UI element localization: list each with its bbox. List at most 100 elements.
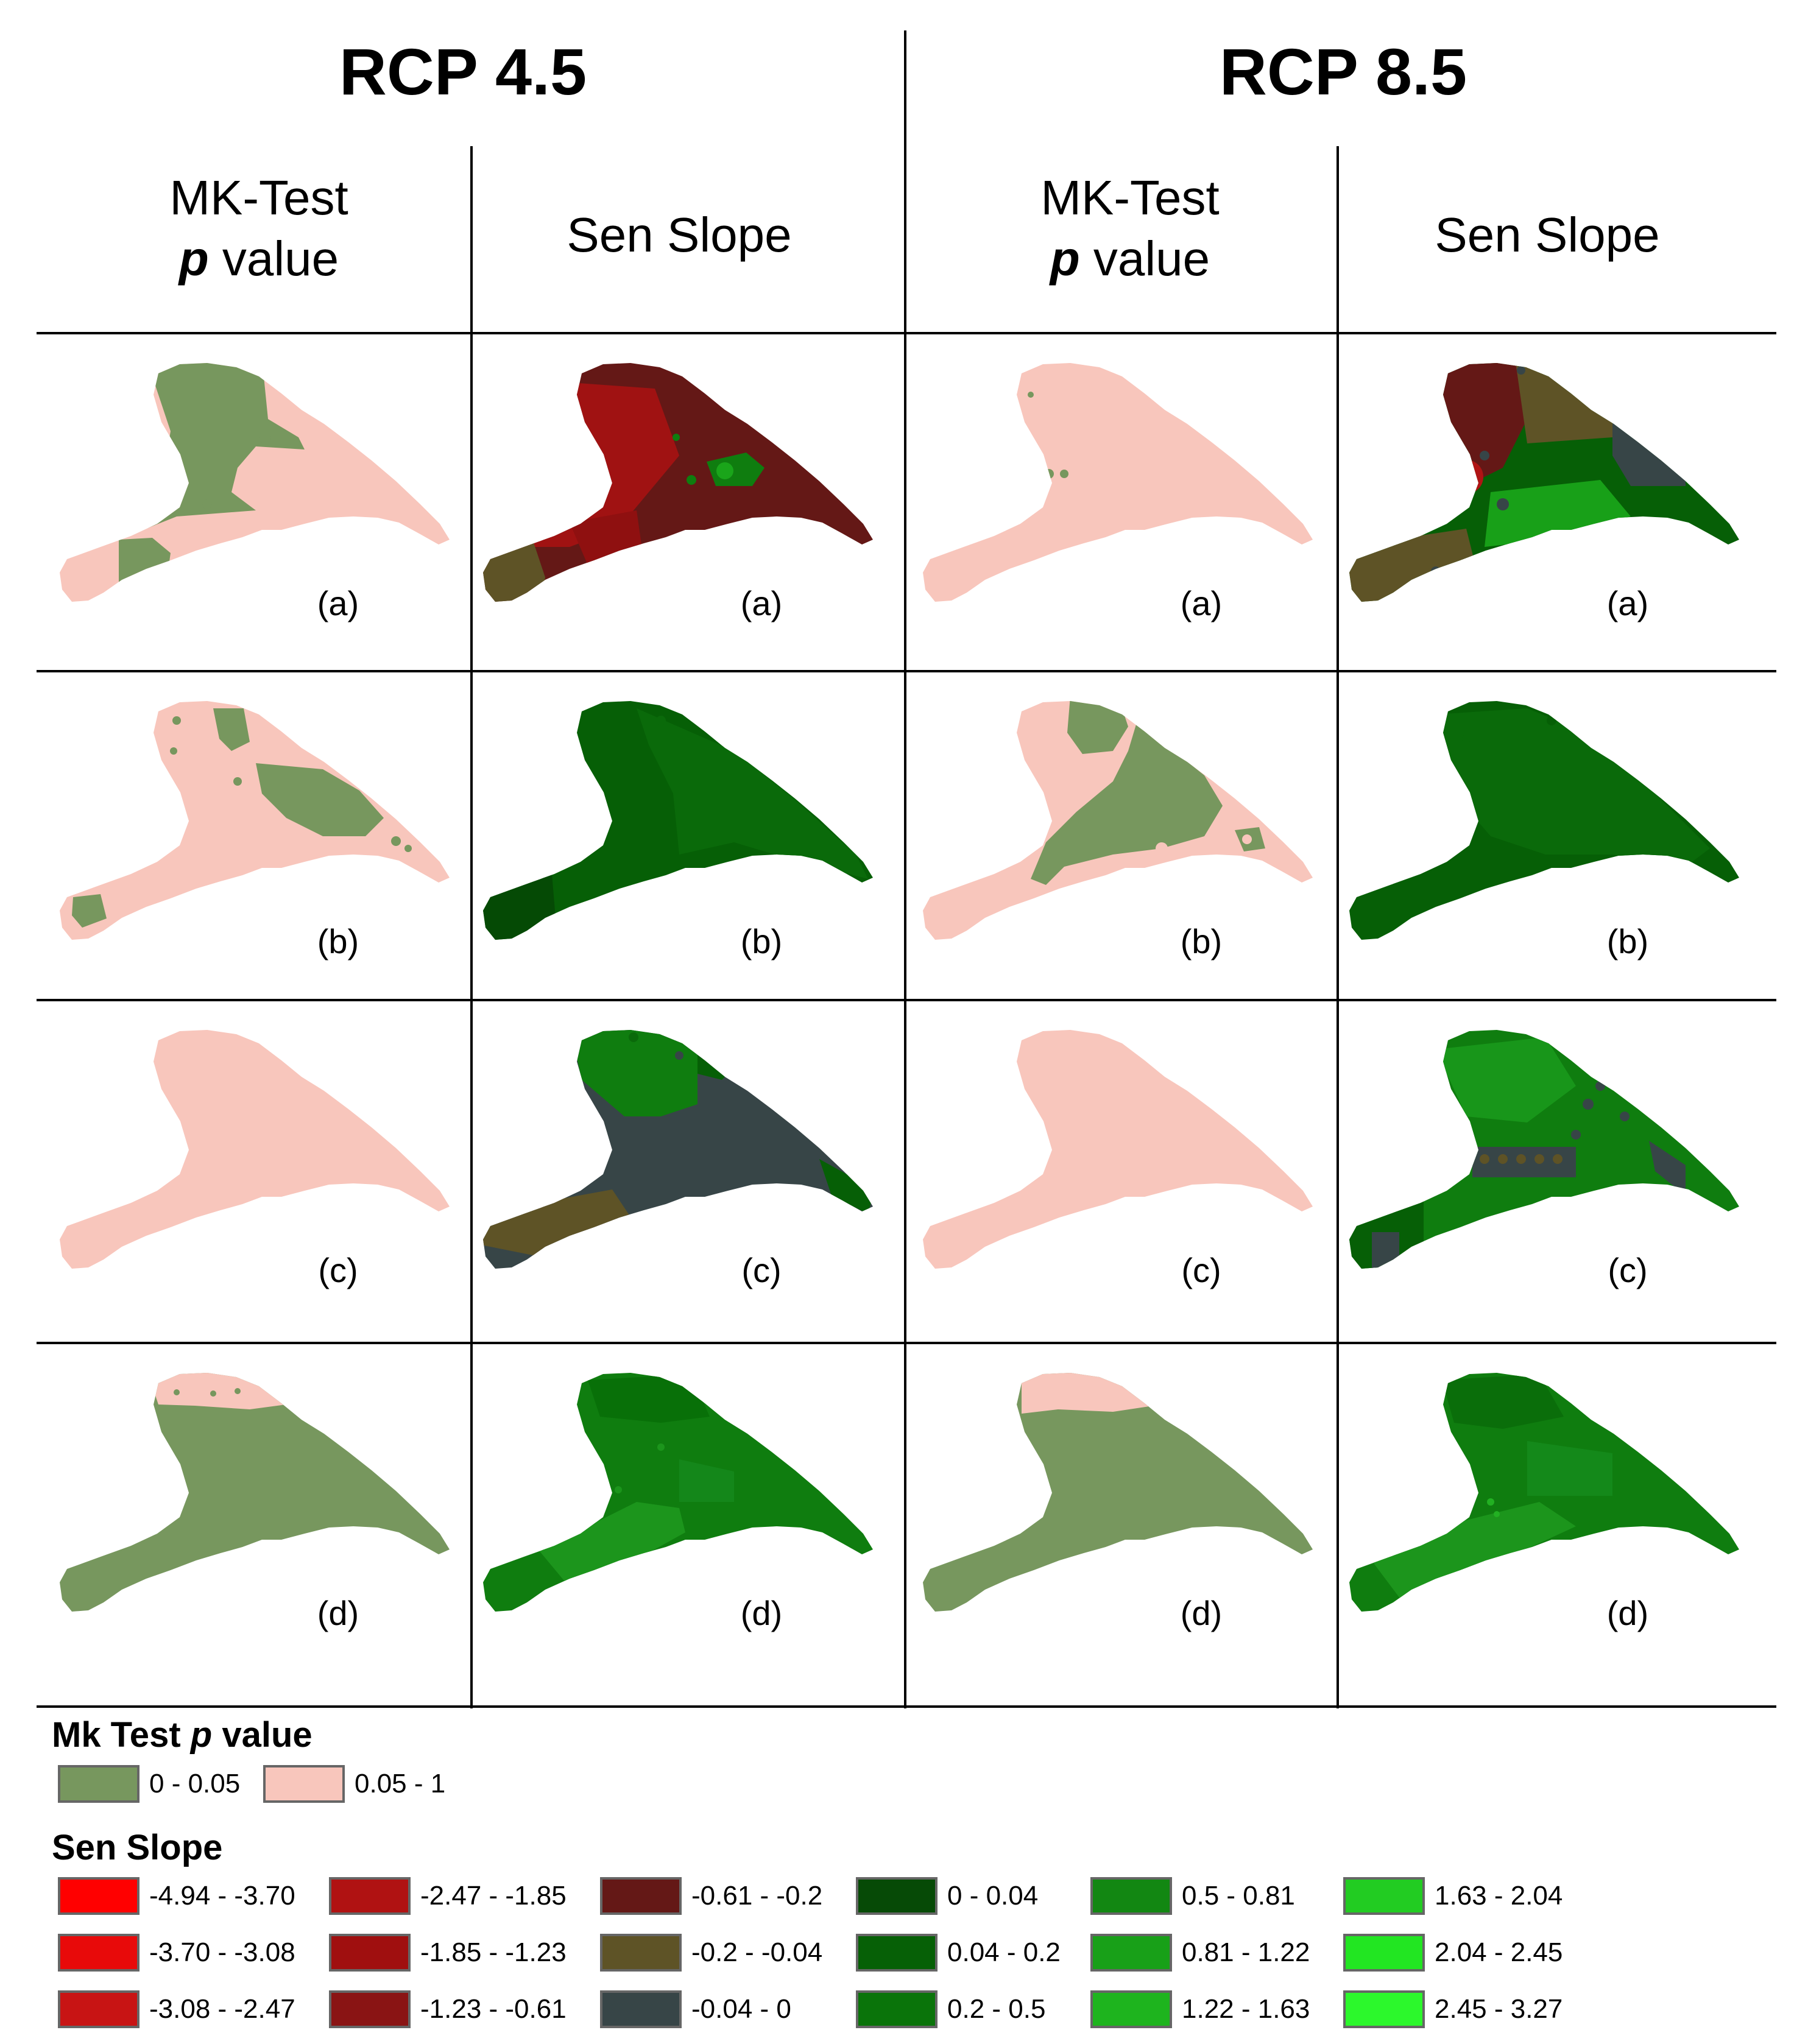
sen-legend-item-swatch <box>1090 1934 1172 1972</box>
mk-legend-item-label: 0 - 0.05 <box>149 1769 241 1799</box>
sen-legend-item-label: -3.70 - -3.08 <box>149 1937 295 1967</box>
panel-label: (a) <box>1180 584 1223 622</box>
basin-map <box>1349 363 1739 602</box>
mk-map-panel: (b) <box>909 672 1335 1001</box>
sen-legend-item-swatch <box>1090 1877 1172 1915</box>
panel-label: (a) <box>317 584 359 622</box>
rcp85-title: RCP 8.5 <box>1219 35 1467 108</box>
sen-legend-item-label: -0.61 - -0.2 <box>691 1881 823 1911</box>
row-divider <box>37 670 1776 672</box>
panel-label: (d) <box>317 1594 359 1632</box>
divider-col <box>1337 146 1339 1708</box>
mk-map-panel: (a) <box>46 334 472 663</box>
mk-map-panel: (a) <box>909 334 1335 663</box>
sen-legend-item-label: 0.2 - 0.5 <box>947 1994 1046 2024</box>
panel-label: (b) <box>1180 922 1223 960</box>
rcp45-title: RCP 4.5 <box>339 35 587 108</box>
sen-map-panel: (a) <box>469 334 895 663</box>
sen-map-panel: (a) <box>1335 334 1762 663</box>
sen-legend-item-swatch <box>58 1990 139 2028</box>
sen-map-panel: (d) <box>1335 1344 1762 1672</box>
row-divider <box>37 1705 1776 1708</box>
sen-legend-item-swatch <box>58 1877 139 1915</box>
sen-legend-item-swatch <box>856 1990 938 2028</box>
basin-map <box>483 701 873 940</box>
sen-legend-item-swatch <box>329 1934 411 1972</box>
sen-legend-item-swatch <box>1343 1877 1425 1915</box>
sen-legend-item-swatch <box>600 1934 682 1972</box>
mk-map-panel: (b) <box>46 672 472 1001</box>
sen-legend-item-label: -2.47 - -1.85 <box>420 1881 567 1911</box>
mk-header-line2: p value <box>1050 231 1210 286</box>
panel-label: (b) <box>1606 922 1649 960</box>
basin-map <box>923 363 1313 602</box>
sen-legend-item-label: -1.85 - -1.23 <box>420 1937 567 1967</box>
panel-label: (d) <box>1606 1594 1649 1632</box>
sen-map-panel: (c) <box>1335 1001 1762 1330</box>
sen-legend-item-label: 0.81 - 1.22 <box>1182 1937 1310 1967</box>
panel-label: (c) <box>1608 1251 1648 1289</box>
divider-col <box>470 146 473 1708</box>
basin-map <box>923 1373 1313 1612</box>
mk-legend-item-label: 0.05 - 1 <box>355 1769 446 1799</box>
panel-label: (d) <box>1180 1594 1223 1632</box>
mk-header-rcp85: MK-Test p value <box>917 167 1343 289</box>
sen-legend-item-swatch <box>856 1877 938 1915</box>
mk-legend-item-swatch <box>263 1765 345 1803</box>
sen-legend-item-label: 0 - 0.04 <box>947 1881 1039 1911</box>
sen-legend-item-label: -0.04 - 0 <box>691 1994 791 2024</box>
sen-legend-item-swatch <box>600 1877 682 1915</box>
sen-legend-item-label: -0.2 - -0.04 <box>691 1937 823 1967</box>
mk-map-panel: (c) <box>909 1001 1335 1330</box>
mk-map-panel: (d) <box>46 1344 472 1672</box>
sen-map-panel: (b) <box>469 672 895 1001</box>
sen-legend-item-label: 0.5 - 0.81 <box>1182 1881 1295 1911</box>
panel-label: (c) <box>1181 1251 1221 1289</box>
sen-map-panel: (c) <box>469 1001 895 1330</box>
mk-header-line1: MK-Test <box>169 171 348 225</box>
panel-label: (b) <box>317 922 359 960</box>
basin-map <box>483 1373 873 1612</box>
basin-map <box>60 363 450 602</box>
sen-legend-item-swatch <box>856 1934 938 1972</box>
basin-map <box>60 1030 450 1269</box>
panel-label: (c) <box>318 1251 358 1289</box>
panel-label: (b) <box>740 922 783 960</box>
sen-header-rcp45: Sen Slope <box>567 208 792 262</box>
sen-legend-item-swatch <box>329 1877 411 1915</box>
sen-legend-item-label: 2.04 - 2.45 <box>1435 1937 1563 1967</box>
mk-header-rcp45: MK-Test p value <box>46 167 472 289</box>
basin-map <box>1349 1373 1739 1612</box>
row-divider <box>37 332 1776 334</box>
basin-map <box>1349 1030 1739 1269</box>
basin-map <box>60 701 450 940</box>
sen-legend-item-swatch <box>1343 1934 1425 1972</box>
panel-label: (d) <box>740 1594 783 1632</box>
basin-map <box>923 701 1313 940</box>
mk-legend-title: Mk Test p value <box>52 1715 313 1755</box>
basin-map <box>483 1030 873 1269</box>
mk-map-panel: (d) <box>909 1344 1335 1672</box>
sen-legend-item-swatch <box>600 1990 682 2028</box>
sen-map-panel: (d) <box>469 1344 895 1672</box>
mk-header-line1: MK-Test <box>1040 171 1220 225</box>
sen-legend-item-label: 1.63 - 2.04 <box>1435 1881 1563 1911</box>
sen-map-panel: (b) <box>1335 672 1762 1001</box>
sen-header-rcp85: Sen Slope <box>1435 208 1660 262</box>
sen-legend-item-label: -4.94 - -3.70 <box>149 1881 295 1911</box>
mk-legend-item-swatch <box>58 1765 139 1803</box>
sen-legend-item-label: 2.45 - 3.27 <box>1435 1994 1563 2024</box>
basin-map <box>483 363 873 602</box>
sen-legend-item-label: 1.22 - 1.63 <box>1182 1994 1310 2024</box>
panel-label: (c) <box>741 1251 782 1289</box>
basin-map <box>923 1030 1313 1269</box>
sen-legend-item-label: -1.23 - -0.61 <box>420 1994 567 2024</box>
basin-map <box>1349 701 1739 940</box>
sen-legend-title: Sen Slope <box>52 1828 223 1867</box>
row-divider <box>37 999 1776 1001</box>
mk-header-line2: p value <box>178 231 339 286</box>
divider-rcp <box>904 30 906 1708</box>
sen-legend-item-swatch <box>1090 1990 1172 2028</box>
panel-label: (a) <box>1606 584 1649 622</box>
sen-legend-item-swatch <box>329 1990 411 2028</box>
